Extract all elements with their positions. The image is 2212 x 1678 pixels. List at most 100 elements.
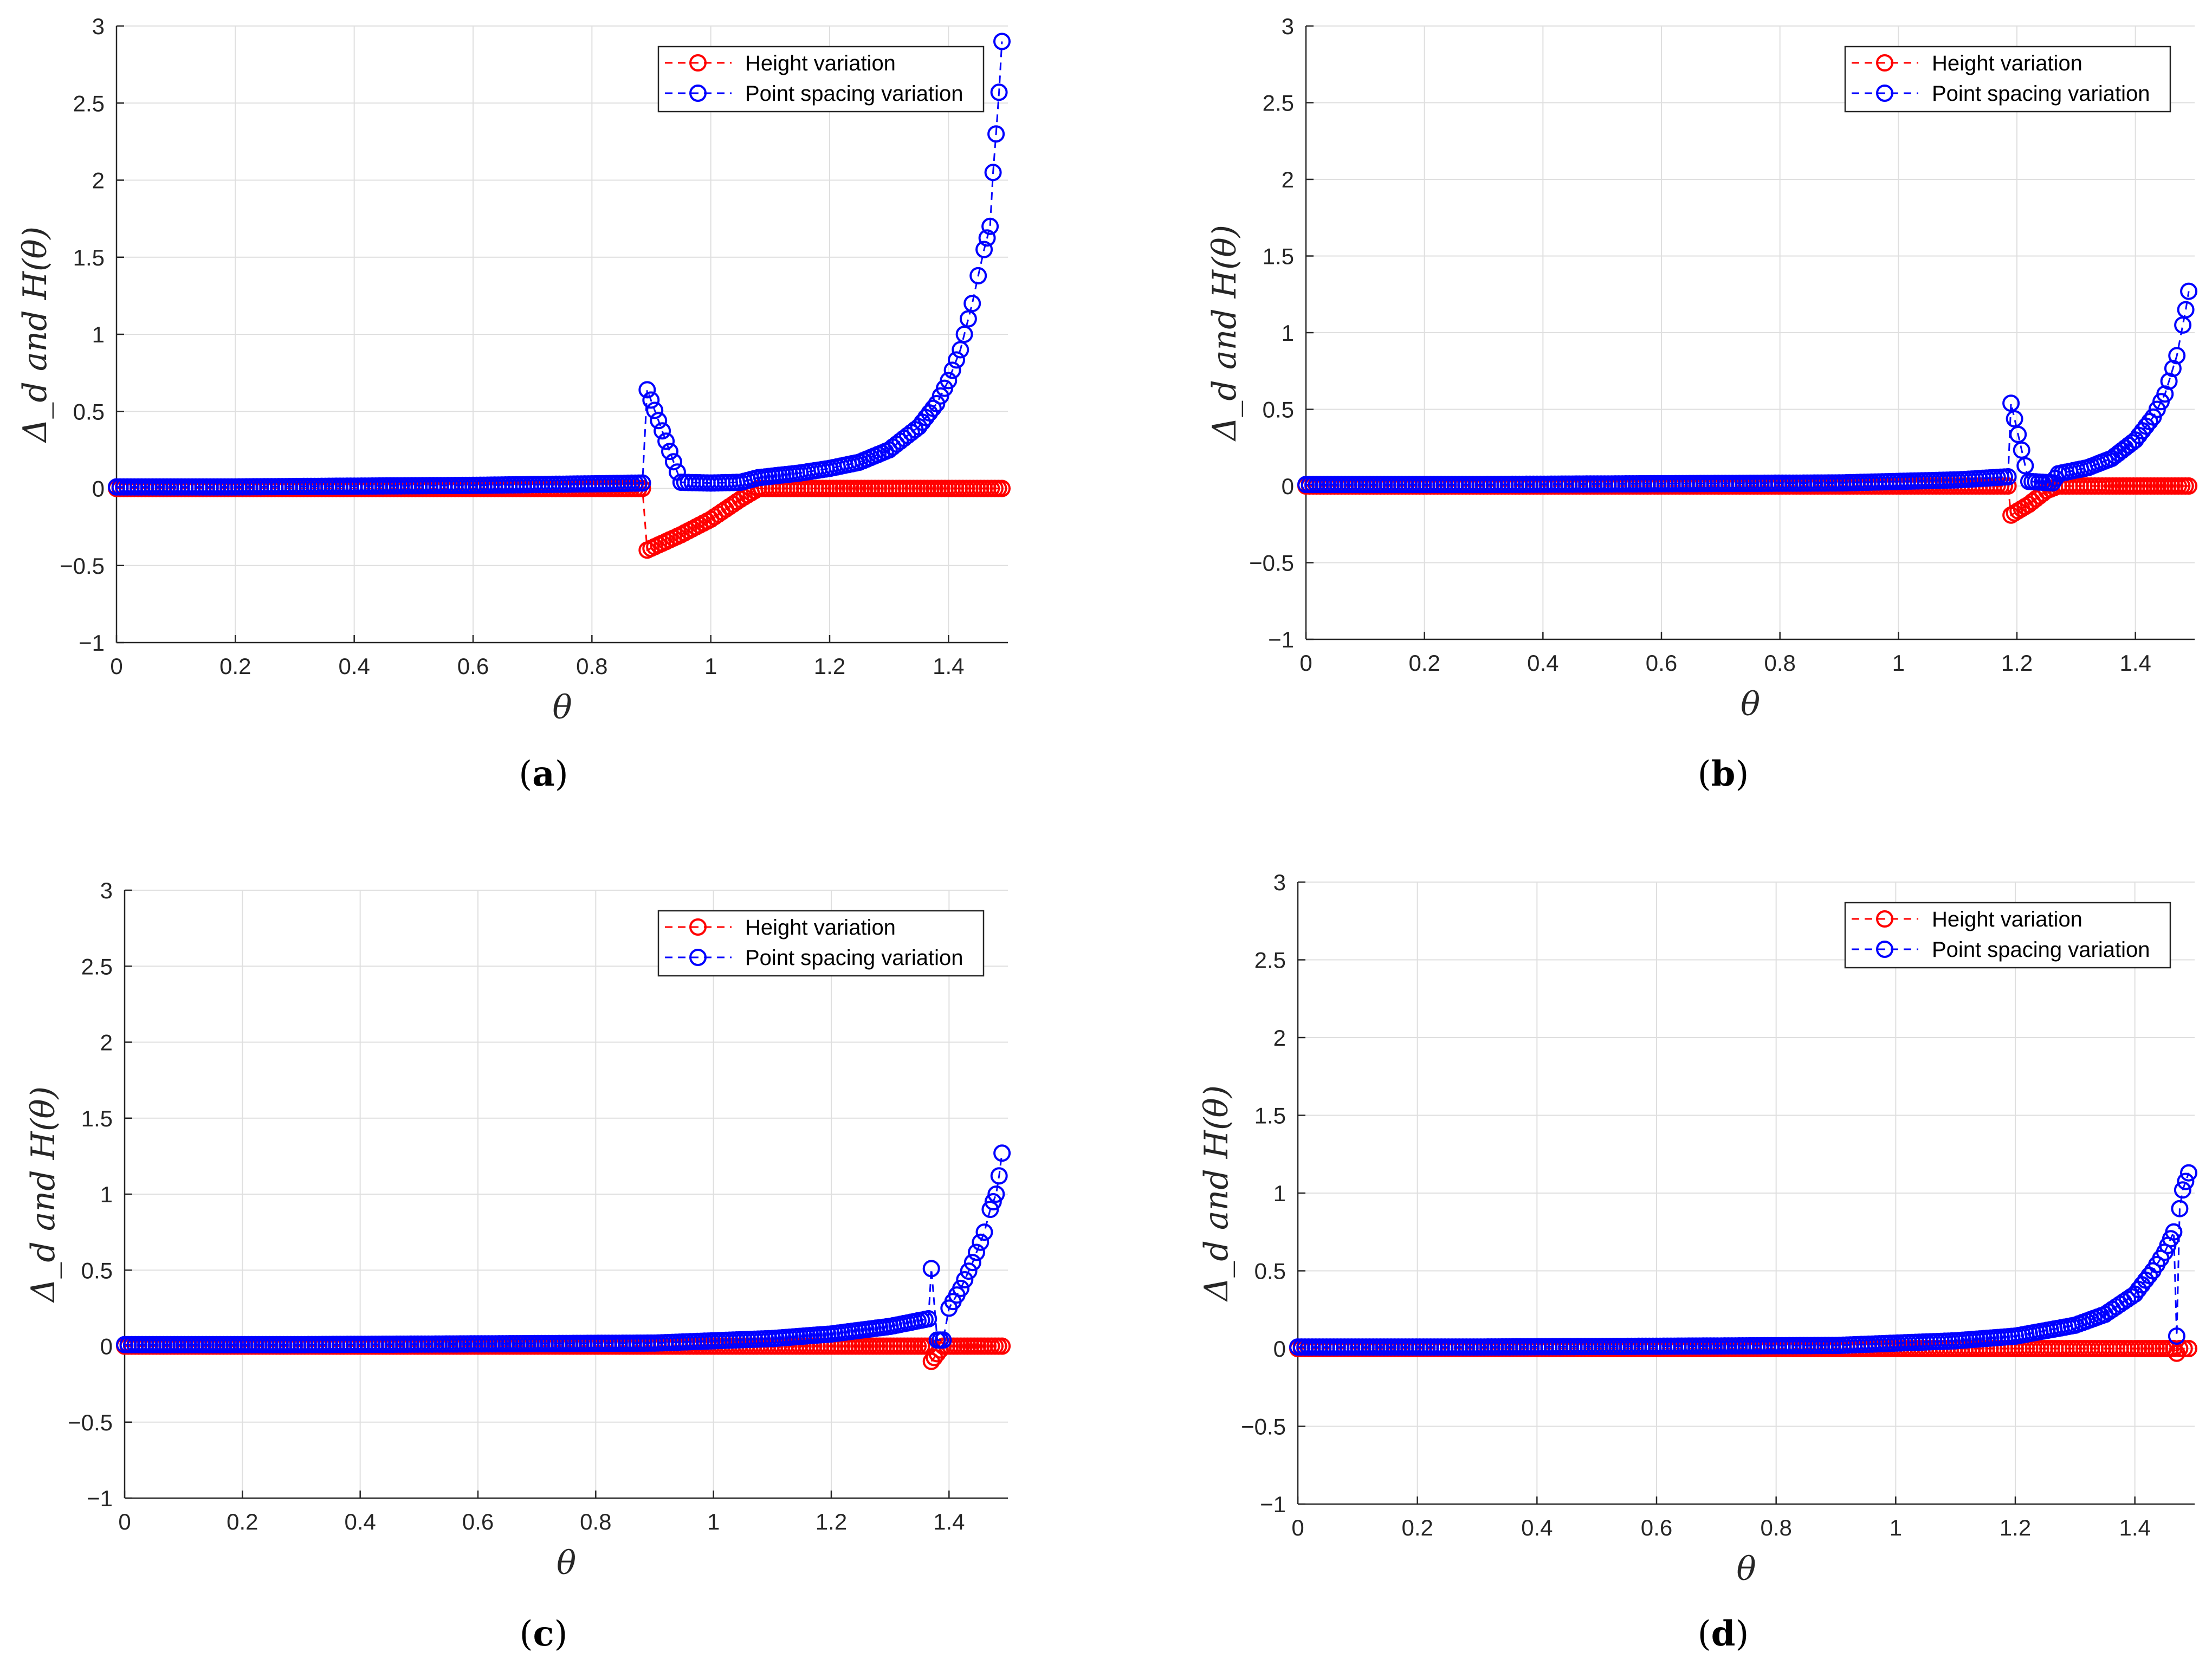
data-point <box>2165 1223 2183 1241</box>
panel-caption: (b) <box>1698 754 1749 794</box>
y-tick-label: 0 <box>100 1334 113 1359</box>
x-tick-label: 1.2 <box>816 1509 847 1534</box>
y-tick-label: 1 <box>1282 320 1294 346</box>
x-tick-label: 1.4 <box>933 1509 965 1534</box>
y-tick-label: −0.5 <box>1249 550 1294 576</box>
series-point-spacing-variation <box>1297 282 2198 494</box>
data-point <box>642 391 660 409</box>
chart-panel-a: 0 0.2 0.4 0.6 0.8 1 1.2 1.4 −1 −0.5 0 0.5 1 1.5 2 2.5 3 θ… <box>16 14 1011 794</box>
x-tick-label: 1 <box>1892 650 1905 676</box>
y-tick-label: 0 <box>1273 1336 1286 1362</box>
data-point <box>972 1233 989 1251</box>
x-axis-label: θ <box>1741 685 1760 723</box>
y-tick-label: −0.5 <box>68 1410 113 1435</box>
y-tick-label: 2.5 <box>1254 948 1286 973</box>
data-point <box>955 326 973 343</box>
x-axis-label: θ <box>1736 1550 1756 1588</box>
y-tick-label: −1 <box>1260 1492 1286 1517</box>
x-tick-label: 0.2 <box>219 653 251 679</box>
y-tick-label: 1.5 <box>73 245 105 270</box>
data-point <box>654 422 671 440</box>
data-point <box>2180 282 2198 300</box>
y-tick-label: −0.5 <box>60 553 105 579</box>
data-point <box>987 1185 1005 1203</box>
data-point <box>993 1144 1011 1162</box>
legend-marker <box>689 54 707 72</box>
panel-letter: c <box>533 1614 554 1654</box>
data-point <box>2171 1200 2189 1217</box>
legend-entry: Height variation <box>745 916 896 940</box>
data-point <box>993 33 1011 50</box>
x-tick-label: 1 <box>704 653 717 679</box>
x-tick-label: 0.2 <box>1408 650 1440 676</box>
data-point <box>978 229 996 247</box>
y-tick-label: −0.5 <box>1241 1414 1286 1440</box>
y-tick-label: 0.5 <box>81 1258 113 1283</box>
legend-box <box>1844 46 2171 113</box>
data-point <box>981 1201 999 1219</box>
y-tick-label: 1.5 <box>1263 244 1294 269</box>
data-point <box>2168 1327 2185 1345</box>
legend: Height variation Point spacing variation <box>657 910 985 977</box>
panel-letter: a <box>532 754 554 794</box>
data-point <box>924 399 942 417</box>
data-point <box>984 1193 1002 1210</box>
y-tick-label: 0 <box>92 476 105 502</box>
x-tick-label: 0 <box>1299 650 1312 676</box>
data-point <box>2180 1164 2197 1182</box>
series-point-spacing-variation <box>108 33 1011 496</box>
y-tick-label: 1.5 <box>1254 1103 1286 1129</box>
data-point <box>2002 394 2020 412</box>
legend-box <box>657 910 985 977</box>
panel-caption: (d) <box>1698 1614 1749 1654</box>
x-tick-label: 0.2 <box>1401 1515 1433 1540</box>
y-axis-label: Δ_d and H(θ) <box>16 226 54 443</box>
data-point <box>940 372 958 390</box>
x-tick-label: 0.8 <box>576 653 607 679</box>
legend-entry: Point spacing variation <box>745 946 963 970</box>
y-axis-label: Δ_d and H(θ) <box>24 1086 62 1303</box>
data-point <box>948 351 965 369</box>
legend-box <box>657 46 985 113</box>
legend-entry: Height variation <box>1932 51 2082 75</box>
data-point <box>956 1271 974 1288</box>
data-point <box>1999 468 2017 485</box>
legend-marker <box>1876 910 1893 928</box>
panel-letter: b <box>1711 754 1736 794</box>
x-tick-label: 1.2 <box>814 653 845 679</box>
x-tick-label: 1 <box>707 1509 720 1534</box>
legend-marker <box>689 918 707 936</box>
data-point <box>968 1243 985 1261</box>
x-tick-label: 0.2 <box>227 1509 258 1534</box>
data-point <box>922 1260 940 1278</box>
y-tick-label: 2.5 <box>81 954 113 979</box>
y-tick-label: 2.5 <box>73 90 105 116</box>
legend-entry: Point spacing variation <box>1932 82 2150 106</box>
legend-marker <box>1876 85 1893 102</box>
x-tick-label: 0 <box>110 653 122 679</box>
x-tick-label: 1.4 <box>2119 650 2151 676</box>
data-point <box>959 310 977 328</box>
data-point <box>650 412 668 430</box>
data-point <box>2016 457 2034 475</box>
legend-entry: Point spacing variation <box>745 82 963 106</box>
data-point <box>2180 1340 2197 1357</box>
x-tick-label: 0.4 <box>1527 650 1558 676</box>
data-point <box>633 474 651 492</box>
data-point <box>664 453 682 471</box>
x-tick-label: 0.8 <box>1760 1515 1791 1540</box>
series-point-spacing-variation <box>116 1144 1011 1353</box>
y-tick-label: 0.5 <box>1263 397 1294 423</box>
data-point <box>646 401 664 419</box>
data-point <box>963 295 981 313</box>
legend: Height variation Point spacing variation <box>657 46 985 113</box>
y-tick-label: −1 <box>1268 627 1294 652</box>
data-point <box>2177 301 2195 319</box>
data-point <box>2180 477 2198 495</box>
data-point <box>990 83 1008 101</box>
x-tick-label: 1.2 <box>2001 650 2033 676</box>
data-point <box>2168 347 2186 365</box>
data-point <box>990 1167 1008 1185</box>
legend-entry: Point spacing variation <box>1932 938 2150 962</box>
